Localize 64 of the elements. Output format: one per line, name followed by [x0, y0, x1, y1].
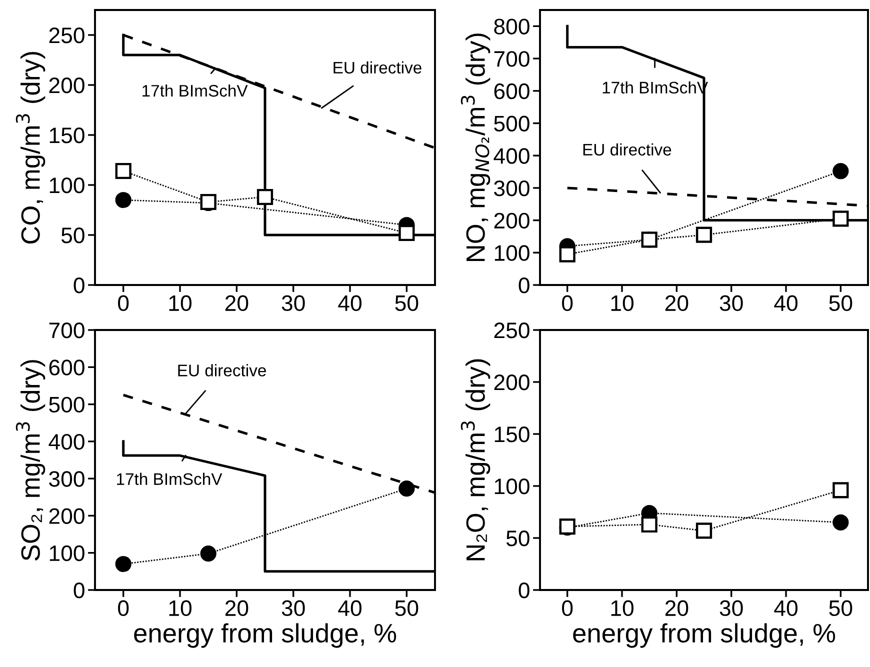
x-tick-label: 50 — [829, 295, 852, 312]
y-tick-label: 200 — [49, 78, 84, 94]
annotation: 17th BImSchV — [142, 84, 248, 97]
y-axis-title: CO, mg/m$^{3}$ (dry) — [16, 52, 46, 244]
x-tick-label: 0 — [562, 600, 573, 616]
x-tick-label: 20 — [225, 600, 248, 616]
y-tick-label: 100 — [50, 545, 84, 562]
y-tick-label: 0 — [518, 278, 530, 294]
x-tick-label: 40 — [338, 295, 362, 312]
y-tick-label: 50 — [506, 530, 530, 546]
y-tick-label: 700 — [49, 322, 84, 338]
y-tick-label: 250 — [494, 322, 530, 338]
x-tick-label: 40 — [774, 295, 798, 312]
y-axis-title: N₂O, mg/m$^{3}$ (dry) — [460, 359, 490, 560]
y-tick-label: 150 — [50, 128, 84, 144]
y-tick-label: 250 — [49, 28, 84, 44]
y-tick-label: 800 — [494, 18, 530, 34]
y-tick-label: 300 — [49, 471, 84, 487]
y-tick-label: 100 — [494, 245, 530, 261]
y-tick-label: 150 — [494, 426, 530, 442]
x-tick-label: 10 — [169, 295, 192, 312]
x-tick-label: 0 — [118, 600, 129, 616]
y-tick-label: 600 — [494, 83, 530, 100]
x-tick-label: 20 — [665, 600, 688, 616]
annotation: EU directive — [178, 364, 266, 376]
x-tick-label: 50 — [829, 600, 852, 616]
x-tick-label: 40 — [338, 600, 362, 616]
x-tick-label: 30 — [720, 600, 743, 616]
y-axis-title: SO₂, mg/m$^{3}$ (dry) — [16, 360, 46, 561]
annotation: 17th BImSchV — [117, 472, 222, 486]
x-tick-label: 10 — [611, 295, 634, 312]
y-tick-label: 400 — [48, 434, 84, 450]
y-tick-label: 0 — [74, 278, 84, 294]
y-tick-label: 200 — [494, 212, 530, 229]
x-tick-label: 20 — [665, 295, 688, 312]
y-tick-label: 500 — [494, 116, 530, 132]
y-tick-label: 600 — [49, 360, 84, 376]
x-tick-label: 10 — [611, 600, 634, 616]
y-tick-label: 100 — [494, 478, 530, 494]
x-tick-label: 30 — [282, 295, 305, 312]
y-axis-title: NO, mg$_{NO₂}$/m$^{3}$ (dry) — [460, 34, 490, 262]
x-tick-label: 0 — [118, 295, 129, 312]
y-tick-label: 400 — [494, 148, 530, 164]
y-tick-label: 500 — [49, 396, 84, 413]
x-tick-label: 10 — [169, 600, 192, 616]
x-tick-label: 50 — [395, 600, 418, 616]
x-tick-label: 50 — [395, 295, 418, 312]
y-tick-label: 100 — [50, 178, 84, 194]
y-tick-label: 0 — [518, 582, 530, 598]
x-axis-title: energy from sludge, % — [134, 623, 396, 648]
y-tick-label: 200 — [494, 374, 530, 390]
y-tick-label: 300 — [494, 180, 530, 196]
x-tick-label: 20 — [225, 295, 248, 312]
annotation: EU directive — [334, 61, 422, 74]
x-tick-label: 0 — [562, 295, 573, 312]
y-tick-label: 0 — [74, 582, 84, 598]
y-tick-label: 200 — [49, 508, 84, 524]
annotation: EU directive — [583, 143, 672, 156]
x-axis-title: energy from sludge, % — [573, 623, 836, 648]
x-tick-label: 30 — [720, 295, 743, 312]
y-tick-label: 700 — [494, 51, 530, 67]
x-tick-label: 30 — [282, 600, 305, 616]
y-tick-label: 50 — [61, 228, 84, 244]
x-tick-label: 40 — [774, 600, 798, 616]
